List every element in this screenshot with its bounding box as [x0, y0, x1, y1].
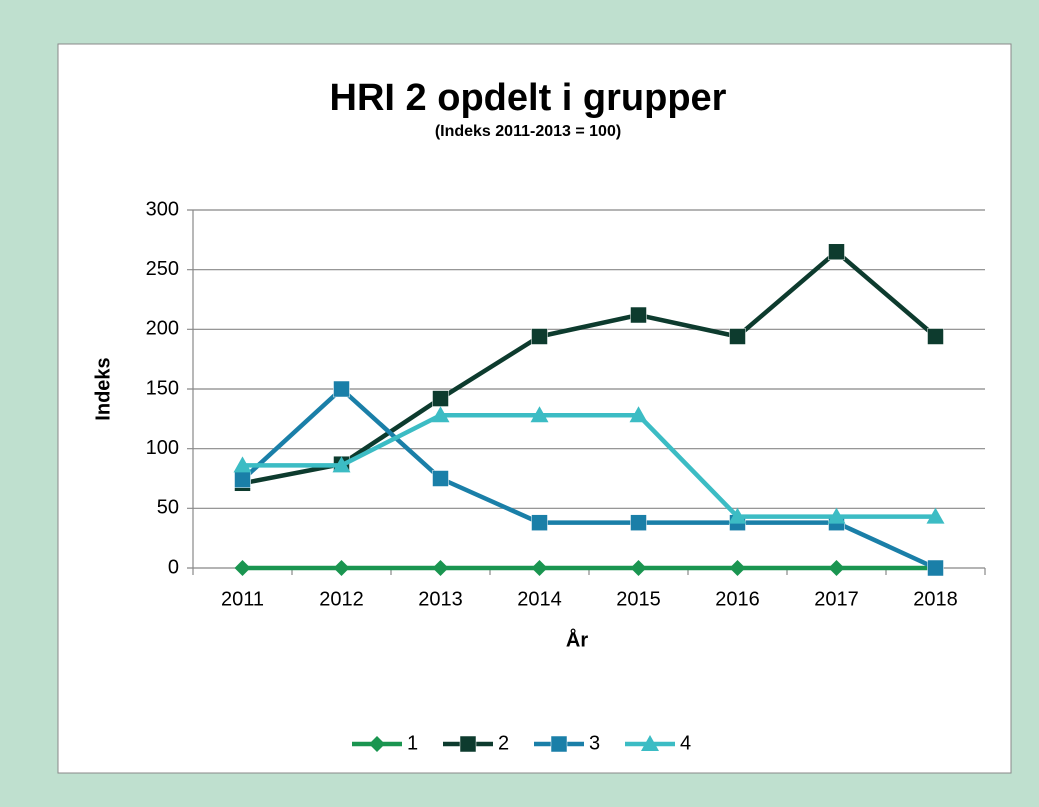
data-point: [828, 243, 845, 261]
data-point: [729, 560, 746, 576]
legend-label: 1: [407, 732, 418, 754]
data-point: [729, 328, 746, 345]
series-line: [242, 413, 936, 519]
x-axis-title: År: [566, 627, 588, 651]
data-point: [431, 406, 450, 423]
data-point: [629, 406, 648, 423]
series-line: [242, 249, 937, 486]
x-tick-label: 2012: [319, 588, 364, 610]
y-tick-label: 300: [146, 198, 179, 220]
data-point: [234, 560, 251, 576]
y-tick-label: 50: [157, 497, 179, 519]
series-line: [240, 386, 937, 571]
y-tick-label: 100: [146, 437, 179, 459]
y-tick-label: 200: [146, 318, 179, 340]
data-point: [233, 456, 252, 473]
data-point: [333, 380, 350, 398]
data-point: [630, 306, 647, 324]
x-tick-label: 2017: [814, 588, 859, 610]
data-point: [333, 560, 350, 576]
y-tick-label: 0: [168, 556, 179, 578]
data-point: [432, 560, 449, 576]
data-point: [927, 328, 944, 345]
y-tick-label: 250: [146, 258, 179, 280]
data-point: [432, 390, 449, 407]
legend-label: 4: [680, 732, 691, 754]
legend-label: 3: [589, 732, 600, 754]
x-tick-label: 2014: [517, 588, 562, 610]
data-point: [332, 456, 351, 473]
y-tick-label: 150: [146, 377, 179, 399]
data-point: [926, 507, 945, 524]
data-point: [531, 328, 548, 345]
data-point: [728, 507, 747, 524]
data-point: [530, 406, 549, 423]
data-point: [630, 560, 647, 576]
legend-label: 2: [498, 732, 509, 754]
legend-marker: [369, 736, 385, 752]
data-point: [828, 560, 845, 576]
legend-marker: [641, 735, 659, 751]
chart-title: HRI 2 opdelt i grupper: [330, 77, 727, 119]
x-tick-label: 2013: [418, 588, 463, 610]
data-point: [630, 514, 647, 531]
data-point: [432, 470, 449, 487]
data-point: [827, 507, 846, 524]
x-tick-label: 2011: [221, 588, 264, 610]
data-point: [234, 471, 251, 488]
x-tick-label: 2015: [616, 588, 661, 610]
legend-marker: [550, 735, 568, 753]
data-point: [531, 514, 548, 531]
x-tick-label: 2016: [715, 588, 760, 610]
y-axis-title: Indeks: [92, 357, 114, 420]
chart-subtitle: (Indeks 2011-2013 = 100): [435, 123, 621, 140]
chart-panel: [57, 43, 1012, 774]
data-point: [927, 559, 944, 577]
x-tick-label: 2018: [913, 588, 958, 610]
data-point: [531, 560, 548, 576]
legend-marker: [459, 735, 477, 753]
